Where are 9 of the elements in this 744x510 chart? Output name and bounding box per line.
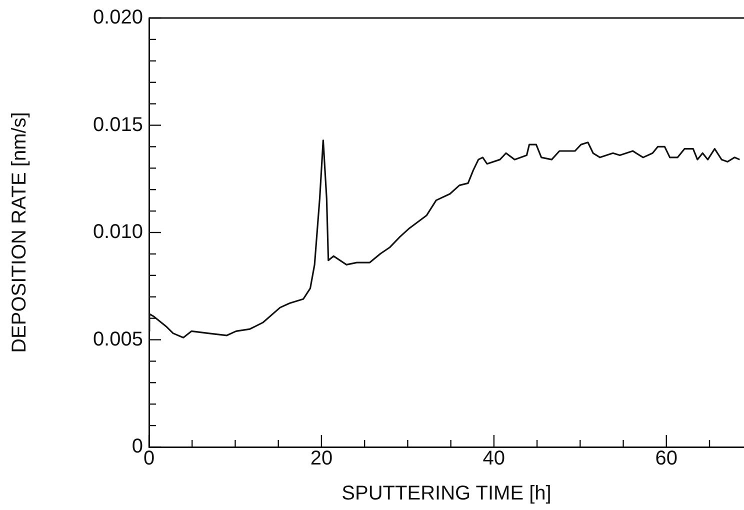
x-tick-label: 20 — [310, 448, 333, 470]
y-tick-label: 0.015 — [92, 114, 143, 136]
y-tick-label: 0.020 — [92, 6, 143, 29]
x-tick-label: 40 — [482, 448, 506, 470]
x-axis-title: SPUTTERING TIME [h] — [342, 482, 552, 505]
y-tick-label: 0.005 — [92, 328, 143, 350]
x-tick-label: 60 — [655, 448, 678, 470]
y-tick-label: 0.010 — [92, 221, 143, 244]
y-axis-title: DEPOSITION RATE [nm/s] — [8, 112, 31, 353]
